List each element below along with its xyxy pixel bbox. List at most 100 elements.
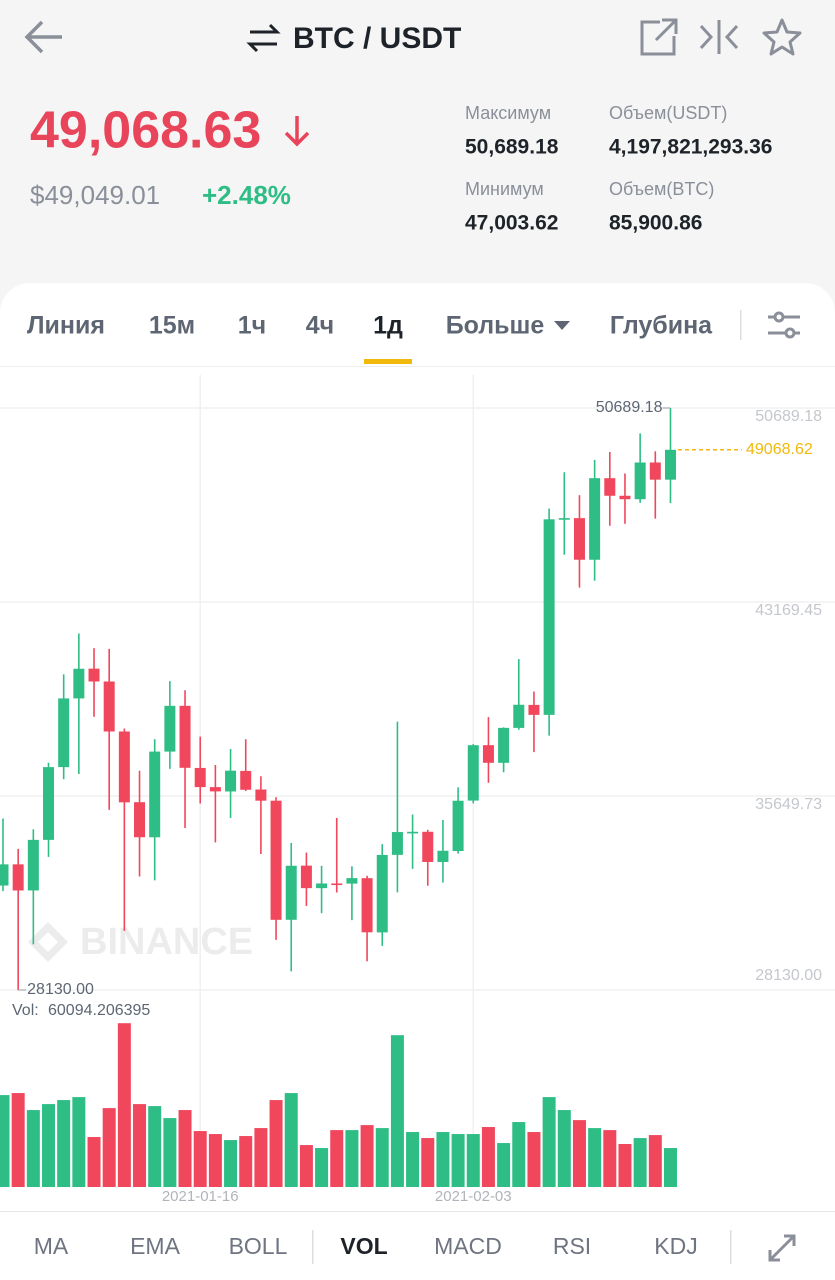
volume-bar <box>224 1140 238 1187</box>
chart: BINANCE 28130.00 35649.73 43169.45 50689.18 2… <box>0 375 835 1205</box>
stats: Максимум 50,689.18 Объем(USDT) 4,197,821,29… <box>465 103 773 235</box>
indicator-tab[interactable]: RSI <box>553 1233 591 1259</box>
candle-body <box>376 854 388 933</box>
candle-body <box>391 832 403 855</box>
candle-body <box>194 767 206 788</box>
pair-title[interactable]: BTC / USDT <box>293 22 461 55</box>
indicator-tabs: MA EMA BOLL VOL MACD RSI KDJ <box>34 1233 698 1259</box>
x-tick-label: 2021-02-03 <box>435 1188 512 1205</box>
interval-tab[interactable]: Глубина <box>610 312 713 340</box>
candle-body <box>134 802 146 838</box>
active-underline <box>364 359 412 364</box>
volume-bar <box>390 1035 404 1187</box>
volume-bar <box>148 1106 162 1187</box>
candle-body <box>27 839 39 891</box>
watermark-logo <box>28 922 68 962</box>
interval-tab[interactable]: Линия <box>27 312 105 340</box>
candle-body <box>43 767 55 840</box>
volume-bar <box>72 1097 86 1187</box>
y-tick-label: 35649.73 <box>755 796 822 813</box>
candle-body <box>498 727 510 763</box>
compare-icon[interactable] <box>699 20 739 54</box>
share-icon[interactable] <box>640 18 678 56</box>
interval-tab[interactable]: 1д <box>373 312 403 340</box>
back-button[interactable] <box>24 20 62 54</box>
volume-bar <box>193 1131 207 1187</box>
volume-bar <box>451 1134 465 1187</box>
candle-body <box>482 745 494 763</box>
interval-tab[interactable]: 4ч <box>306 312 334 340</box>
candle-body <box>118 731 130 803</box>
volume-bar <box>572 1120 586 1187</box>
volume-bar <box>178 1110 192 1187</box>
settings-knob <box>773 311 785 323</box>
indicator-tab[interactable]: MACD <box>434 1233 502 1259</box>
volume-bar <box>57 1100 71 1187</box>
interval-tab[interactable]: Больше <box>446 312 545 340</box>
settings-knob <box>784 327 796 339</box>
volume-bar <box>527 1132 541 1187</box>
divider <box>0 1211 835 1212</box>
favorite-icon[interactable] <box>762 18 802 56</box>
candle-body <box>300 865 312 889</box>
volume-label: Vol: <box>12 1002 39 1019</box>
stat-label: Минимум <box>465 179 544 199</box>
interval-tab[interactable]: 1ч <box>238 312 266 340</box>
volume-bar <box>315 1148 329 1187</box>
stat-value: 47,003.62 <box>465 212 558 235</box>
stat-value: 50,689.18 <box>465 136 559 159</box>
last-price-label: 49068.62 <box>746 441 813 458</box>
candle-body <box>149 751 161 838</box>
candle-body <box>649 462 661 480</box>
stat-label: Максимум <box>465 103 551 123</box>
candle-body <box>452 800 464 852</box>
separator <box>730 1230 732 1264</box>
volume-bar <box>421 1138 435 1187</box>
stat-value: 85,900.86 <box>609 212 702 235</box>
indicator-tab[interactable]: BOLL <box>229 1233 288 1259</box>
volume-bar <box>0 1095 10 1187</box>
candle-body <box>270 800 282 920</box>
candle-body <box>240 770 252 790</box>
candle-body <box>316 883 328 889</box>
volume-value: 60094.206395 <box>48 1002 150 1019</box>
volume-bar <box>436 1132 450 1187</box>
volume-bar <box>299 1145 313 1187</box>
price-usd: $49,049.01 <box>30 180 160 210</box>
volume-bar <box>588 1128 602 1187</box>
candle-body <box>179 705 191 768</box>
volume-bar <box>102 1108 116 1187</box>
candle-body <box>589 478 601 560</box>
last-price: 49,068.63 <box>30 102 261 160</box>
down-arrow <box>284 116 310 147</box>
candle-body <box>73 668 85 699</box>
volume-bar <box>117 1023 131 1187</box>
interval-tab[interactable]: 15м <box>149 312 195 340</box>
candle-body <box>558 518 570 520</box>
indicator-tab[interactable]: MA <box>34 1233 69 1259</box>
candle-body <box>209 787 221 792</box>
separator <box>740 310 742 340</box>
stat-value: 4,197,821,293.36 <box>609 136 773 159</box>
max-label: 50689.18 <box>596 399 663 416</box>
y-tick-label: 28130.00 <box>755 967 822 984</box>
indicator-tab[interactable]: EMA <box>130 1233 181 1259</box>
candle-body <box>619 495 631 500</box>
candle-body <box>361 878 373 933</box>
candle-body <box>12 864 24 891</box>
volume-bar <box>345 1130 359 1187</box>
indicator-tab[interactable]: KDJ <box>654 1233 697 1259</box>
volume-bar <box>406 1132 420 1187</box>
y-tick-label: 43169.45 <box>755 602 822 619</box>
price-change: +2.48% <box>202 180 291 210</box>
swap-icon[interactable] <box>246 23 281 53</box>
fullscreen-icon[interactable] <box>768 1234 796 1262</box>
volume-bar <box>87 1137 101 1187</box>
volume-bar <box>542 1097 556 1187</box>
volume-bar <box>360 1125 374 1187</box>
indicator-tab[interactable]: VOL <box>340 1233 387 1259</box>
candle-body <box>255 789 267 801</box>
candle-body <box>634 462 646 500</box>
candle-body <box>164 705 176 752</box>
